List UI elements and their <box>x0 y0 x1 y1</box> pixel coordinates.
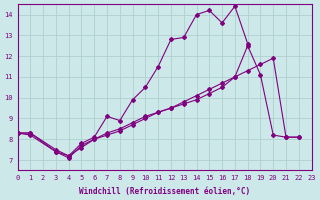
X-axis label: Windchill (Refroidissement éolien,°C): Windchill (Refroidissement éolien,°C) <box>79 187 250 196</box>
